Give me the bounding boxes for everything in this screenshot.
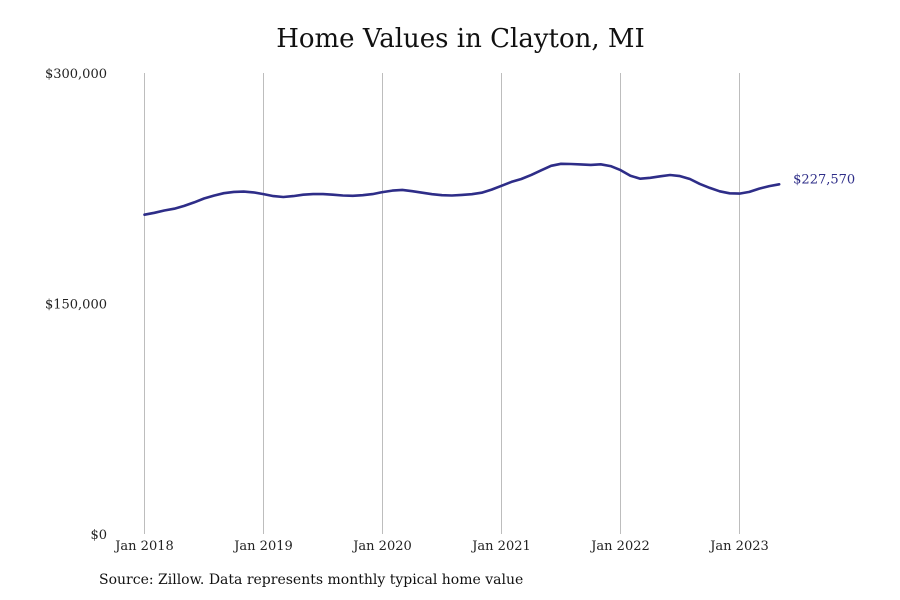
chart-title: Home Values in Clayton, MI xyxy=(276,24,645,54)
y-axis-ticks: $0 $150,000 $300,000 xyxy=(45,67,107,543)
y-tick-label: $300,000 xyxy=(45,67,107,82)
y-tick-label: $150,000 xyxy=(45,298,107,313)
home-value-series-line xyxy=(143,162,781,216)
x-tick-label: Jan 2022 xyxy=(589,539,650,554)
x-tick-label: Jan 2018 xyxy=(113,539,174,554)
x-tick-label: Jan 2019 xyxy=(232,539,293,554)
x-axis-ticks: Jan 2018 Jan 2019 Jan 2020 Jan 2021 Jan 2022… xyxy=(113,539,769,554)
x-tick-label: Jan 2020 xyxy=(351,539,412,554)
x-tick-label: Jan 2021 xyxy=(470,539,531,554)
source-note: Source: Zillow. Data represents monthly … xyxy=(99,572,524,588)
grid-lines xyxy=(144,73,740,534)
y-tick-label: $0 xyxy=(90,528,107,543)
last-value-label: $227,570 xyxy=(793,172,855,187)
x-tick-label: Jan 2023 xyxy=(708,539,769,554)
